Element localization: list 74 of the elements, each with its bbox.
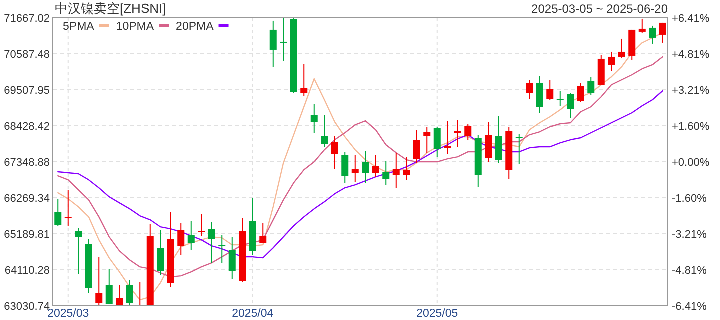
candlestick [208,222,216,264]
candlestick [413,130,420,164]
y2-tick-label: -1.60% [672,192,708,205]
candlestick [424,126,431,154]
candlestick [178,222,185,256]
candlestick [526,79,534,100]
y2-tick-label: -6.41% [672,301,708,313]
y-tick-label: 65189.81 [4,229,50,241]
candlestick [392,152,400,189]
y2-tick-label: -3.21% [672,229,708,242]
y2-tick-label: +1.60% [672,121,710,134]
candlestick [546,79,554,101]
candlestick [362,150,370,184]
candlestick [567,92,574,119]
candlestick [331,136,338,170]
x-tick-label: 2025/05 [416,308,458,320]
candlestick [342,152,349,184]
y-tick-label: 68428.42 [4,121,50,133]
y2-tick-label: +0.00% [672,157,710,169]
candlestick [382,160,390,186]
candlestick [96,256,103,307]
candlestick [188,220,195,251]
candlestick [659,22,666,44]
candlestick [352,154,359,183]
candlestick [649,25,656,44]
candlestick [321,114,328,148]
candlestick [300,63,308,96]
chart-title: 中汉镍卖空[ZHSNI] [55,1,166,16]
y-tick-label: 70587.48 [4,49,50,61]
candlestick [280,18,288,62]
line-series [58,56,664,278]
candlestick [228,236,236,280]
candlestick [116,284,124,307]
y2-tick-label: +3.21% [672,84,710,97]
candlestick [556,90,564,107]
y2-tick-label: +4.81% [672,48,710,61]
y-tick-label: 67348.88 [4,157,50,169]
candlestick [638,18,646,34]
y-tick-label: 66269.34 [4,193,50,205]
candlestick [608,51,616,72]
x-tick-label: 2025/03 [48,308,90,320]
y2-tick-label: -4.81% [672,265,708,278]
candlestick [403,156,410,181]
x-tick-label: 2025/04 [232,308,274,320]
candlestick [218,234,226,264]
y-tick-label: 71667.02 [4,13,50,25]
y-tick-label: 64110.28 [4,265,50,277]
candlestick [464,124,472,141]
candlestick [454,120,462,148]
candlestick [75,228,82,275]
candlestick [434,126,441,158]
y-tick-label: 69507.95 [4,85,50,97]
chart-subtitle: 2025-03-05 ~ 2025-06-20 [532,2,668,16]
candlestick [310,104,318,134]
candlestick [588,76,595,96]
legend-label: 20PMA [176,21,214,33]
candlestick [372,154,380,178]
candlestick [516,134,523,165]
candlestick [618,38,626,58]
candlestick [198,214,206,237]
legend-label: 5PMA [63,21,95,33]
legend-label: 10PMA [116,21,154,33]
y2-tick-label: +6.41% [672,13,710,25]
candlestick [577,82,584,103]
candlestick [270,20,277,68]
candlestick [64,190,72,227]
candlestick [106,268,113,305]
y-tick-label: 63030.74 [4,301,50,313]
candlestick [444,120,452,155]
candlestick [54,198,62,227]
candlestick [260,222,267,244]
candlestick [157,230,164,276]
candlestick [485,122,492,163]
candlestick [126,280,134,307]
